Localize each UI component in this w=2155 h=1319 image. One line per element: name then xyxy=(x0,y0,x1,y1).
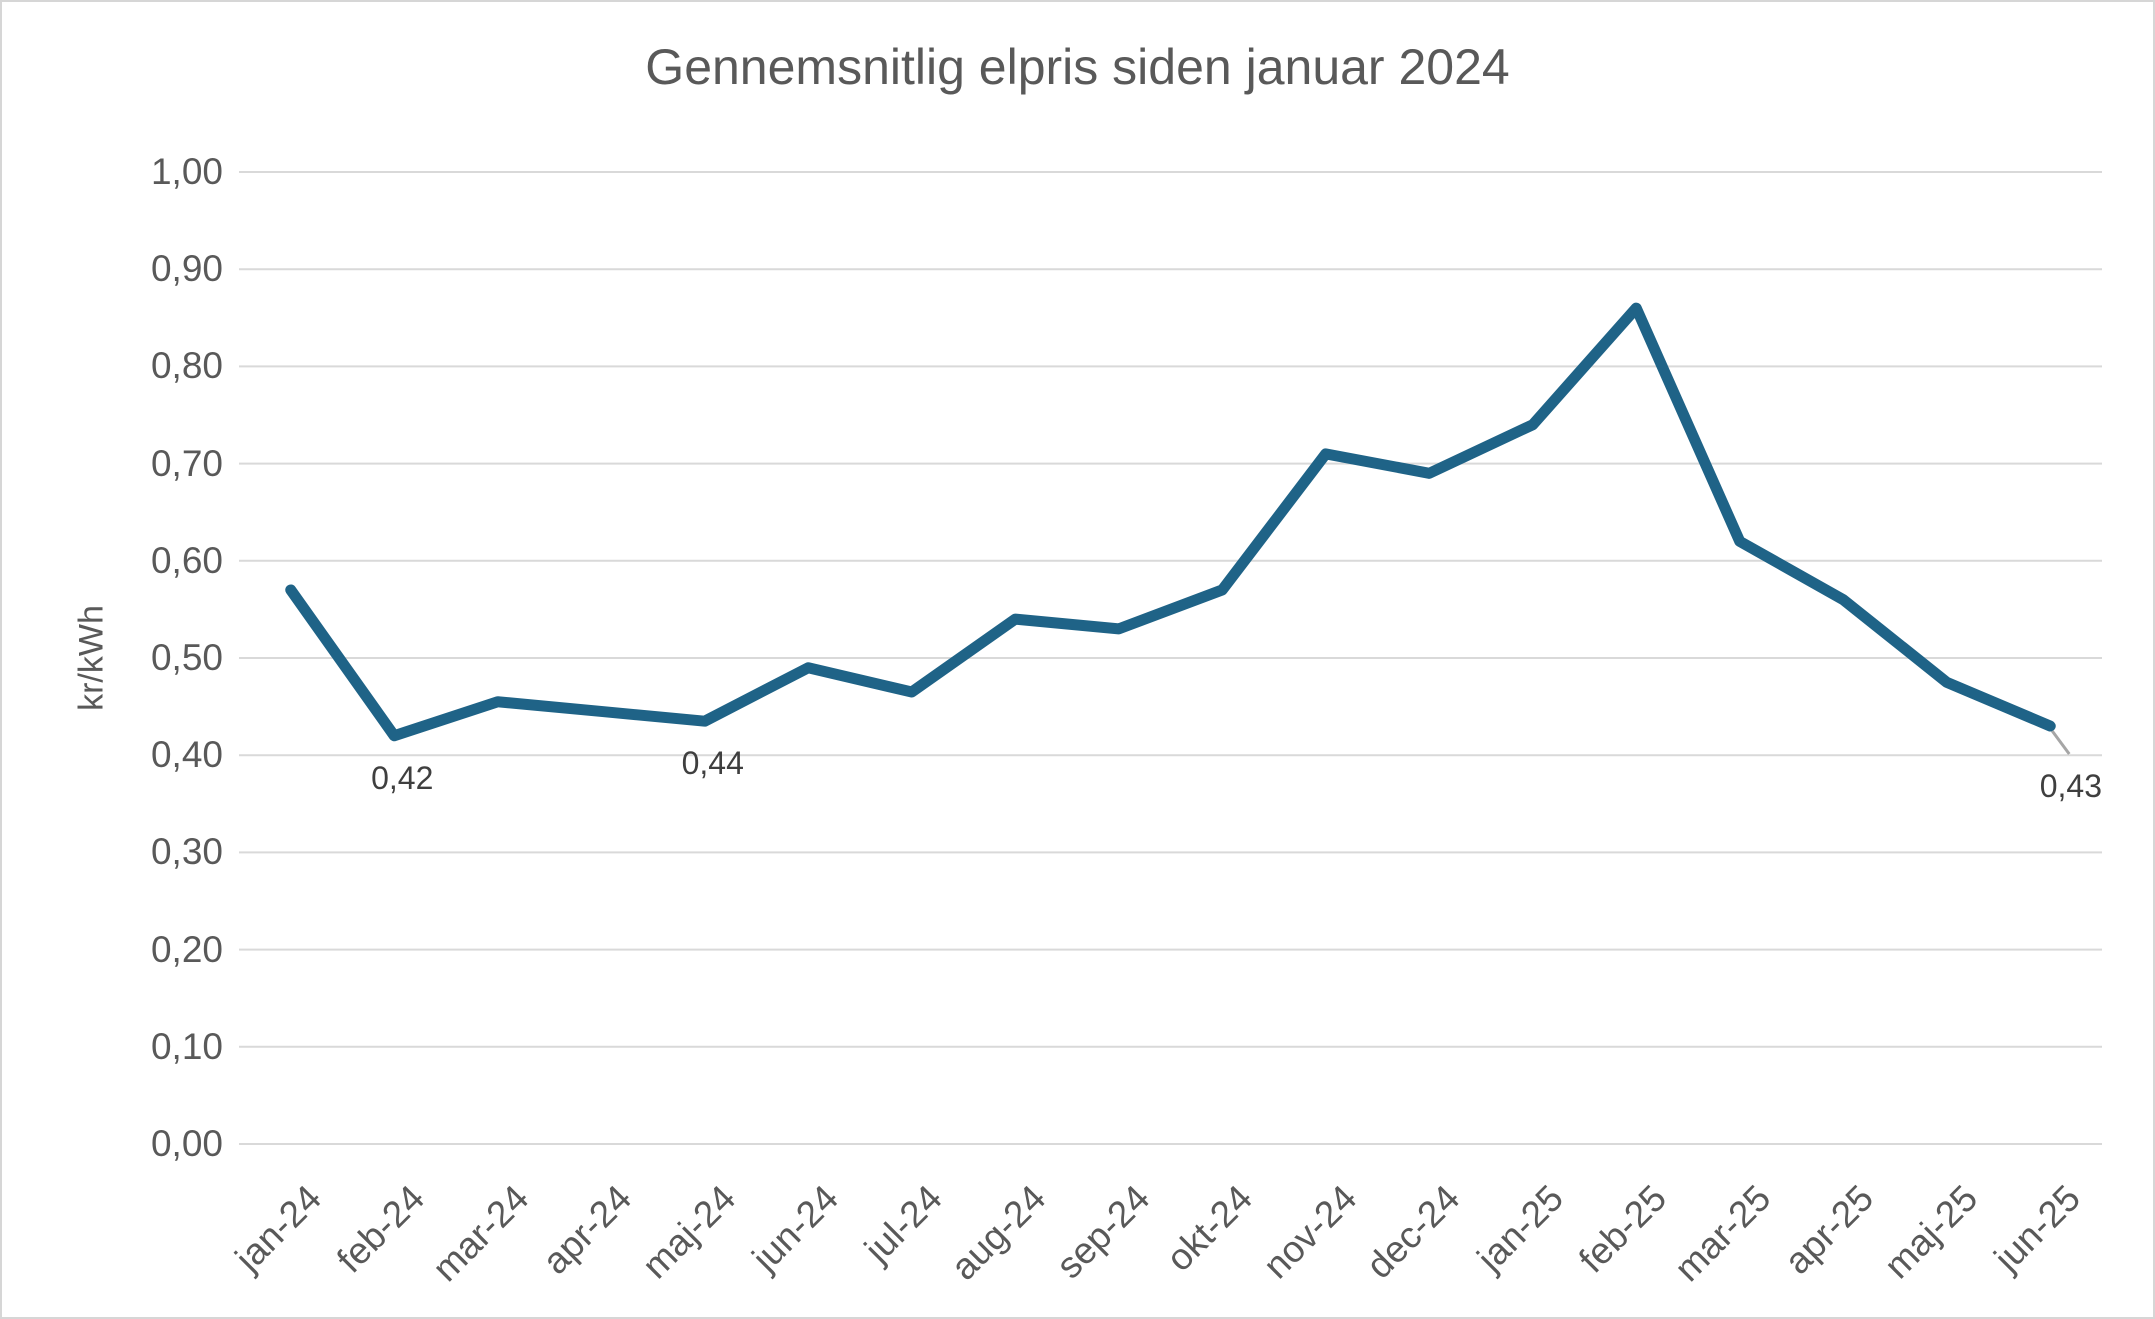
y-axis-tick-label: 0,50 xyxy=(150,637,223,678)
y-axis-tick-label: 0,10 xyxy=(150,1025,223,1067)
data-label: 0,44 xyxy=(681,745,744,782)
y-axis-tick-label: 0,00 xyxy=(150,1123,223,1164)
y-axis-tick-label: 0,70 xyxy=(150,442,223,484)
y-axis-tick-label: 0,90 xyxy=(150,248,223,290)
y-axis-tick-label: 0,80 xyxy=(150,345,223,387)
y-axis-tick-label: 0,20 xyxy=(150,928,223,970)
y-axis-tick-label: 0,30 xyxy=(150,831,223,873)
data-label: 0,43 xyxy=(2039,768,2102,805)
chart-title: Gennemsnitlig elpris siden januar 2024 xyxy=(645,39,1510,95)
callout-leader-line xyxy=(2051,730,2071,755)
y-axis-tick-label: 0,60 xyxy=(150,539,223,581)
data-label: 0,42 xyxy=(371,759,434,796)
y-axis-tick-label: 1,00 xyxy=(150,151,223,192)
y-axis-tick-label: 0,40 xyxy=(150,734,223,776)
price-line-series xyxy=(285,302,2056,742)
